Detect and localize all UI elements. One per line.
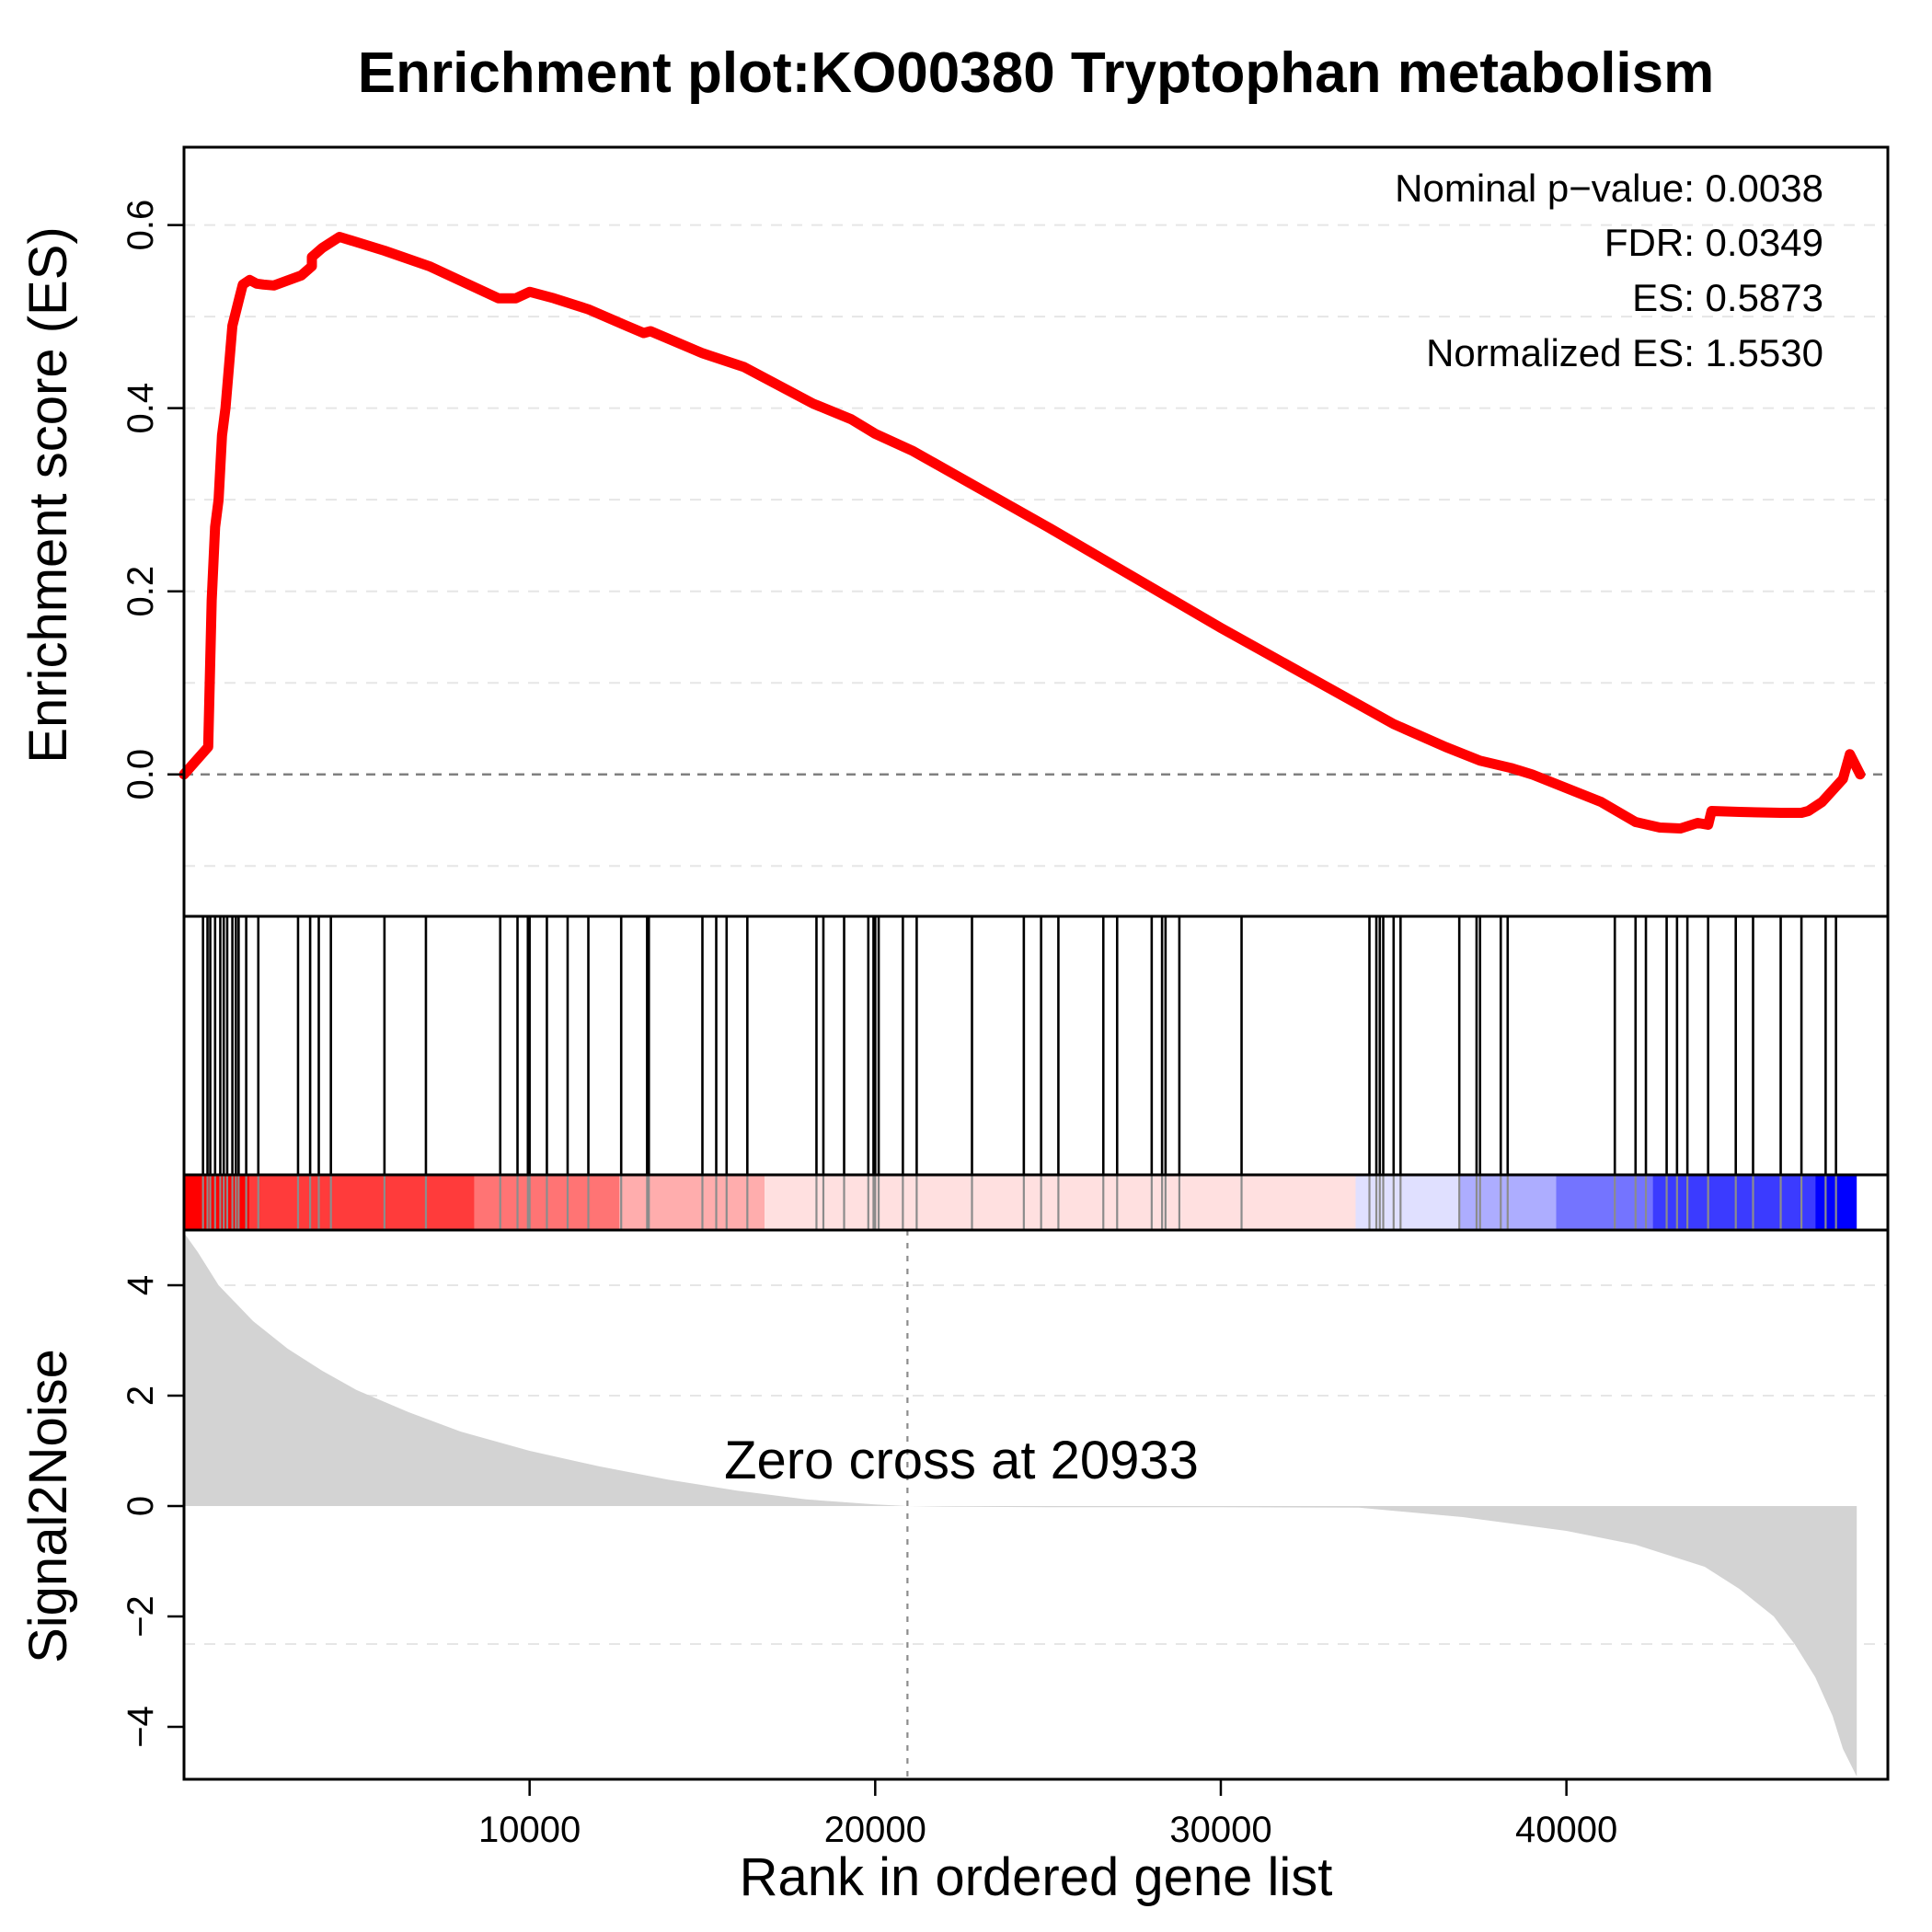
- x-tick-label: 10000: [478, 1810, 581, 1850]
- es-y-tick-label: 0.2: [121, 566, 161, 617]
- x-tick-label: 40000: [1515, 1810, 1617, 1850]
- x-axis-label: Rank in ordered gene list: [740, 1847, 1333, 1907]
- ranking-bar-segment: [1652, 1175, 1816, 1230]
- es-y-axis-label: Enrichment score (ES): [18, 226, 78, 763]
- signal-y-tick-label: 0: [121, 1496, 161, 1516]
- ranking-color-bar: [184, 1175, 1857, 1230]
- panel-frame-2: [182, 914, 1890, 1177]
- signal-y-tick-label: 4: [121, 1275, 161, 1295]
- ranking-bar-segment: [1556, 1175, 1653, 1230]
- signal-y-tick-label: −2: [121, 1595, 161, 1638]
- stat-normalized-es: Normalized ES: 1.5530: [1426, 331, 1823, 374]
- es-curve-group: [178, 232, 1866, 834]
- ranking-bar-segment: [249, 1175, 475, 1230]
- panel-frame-4: [182, 1228, 1890, 1781]
- ranking-bar-segment: [1355, 1175, 1460, 1230]
- es-y-tick-label: 0.6: [121, 200, 161, 251]
- x-tick-label: 20000: [824, 1810, 926, 1850]
- ranking-bar-segment: [184, 1175, 250, 1230]
- hit-lines-panel: [201, 916, 1837, 1175]
- signal-panel: 4 2 0 −2 −4 Zero cross at 20933 Signal2Noise: [18, 1230, 1888, 1779]
- es-y-tick-label: 0.0: [121, 749, 161, 800]
- signal-y-axis-label: Signal2Noise: [18, 1349, 78, 1663]
- stat-fdr: FDR: 0.0349: [1604, 221, 1823, 264]
- es-gridlines: [184, 224, 1888, 868]
- signal-y-tick-label: 2: [121, 1386, 161, 1406]
- es-curve: [178, 232, 1866, 834]
- chart-title: Enrichment plot:KO00380 Tryptophan metab…: [358, 41, 1715, 105]
- zero-cross-label: Zero cross at 20933: [724, 1431, 1199, 1490]
- signal-y-tick-label: −4: [121, 1706, 161, 1748]
- stat-es: ES: 0.5873: [1632, 276, 1823, 319]
- signal-gridlines: [184, 1284, 1888, 1645]
- signal-y-axis: 4 2 0 −2 −4: [121, 1275, 184, 1748]
- panel-frames: [182, 145, 1890, 1781]
- signal-area-group: [184, 1230, 1857, 1779]
- stat-nominal-p-value: Nominal p−value: 0.0038: [1395, 167, 1823, 210]
- signal-area: [184, 1233, 1857, 1777]
- es-y-axis: 0.0 0.2 0.4 0.6: [121, 200, 184, 800]
- ranking-bar-segment: [619, 1175, 765, 1230]
- statistics-annotation: Nominal p−value: 0.0038 FDR: 0.0349 ES: …: [1395, 167, 1823, 374]
- es-y-tick-label: 0.4: [121, 383, 161, 434]
- x-tick-label: 30000: [1169, 1810, 1271, 1850]
- x-axis: 10000 20000 30000 40000: [478, 1779, 1617, 1850]
- ranking-bar-segment: [765, 1175, 1356, 1230]
- enrichment-panel: 0.0 0.2 0.4 0.6 Nominal p−value: 0.0038 FDR…: [18, 167, 1888, 868]
